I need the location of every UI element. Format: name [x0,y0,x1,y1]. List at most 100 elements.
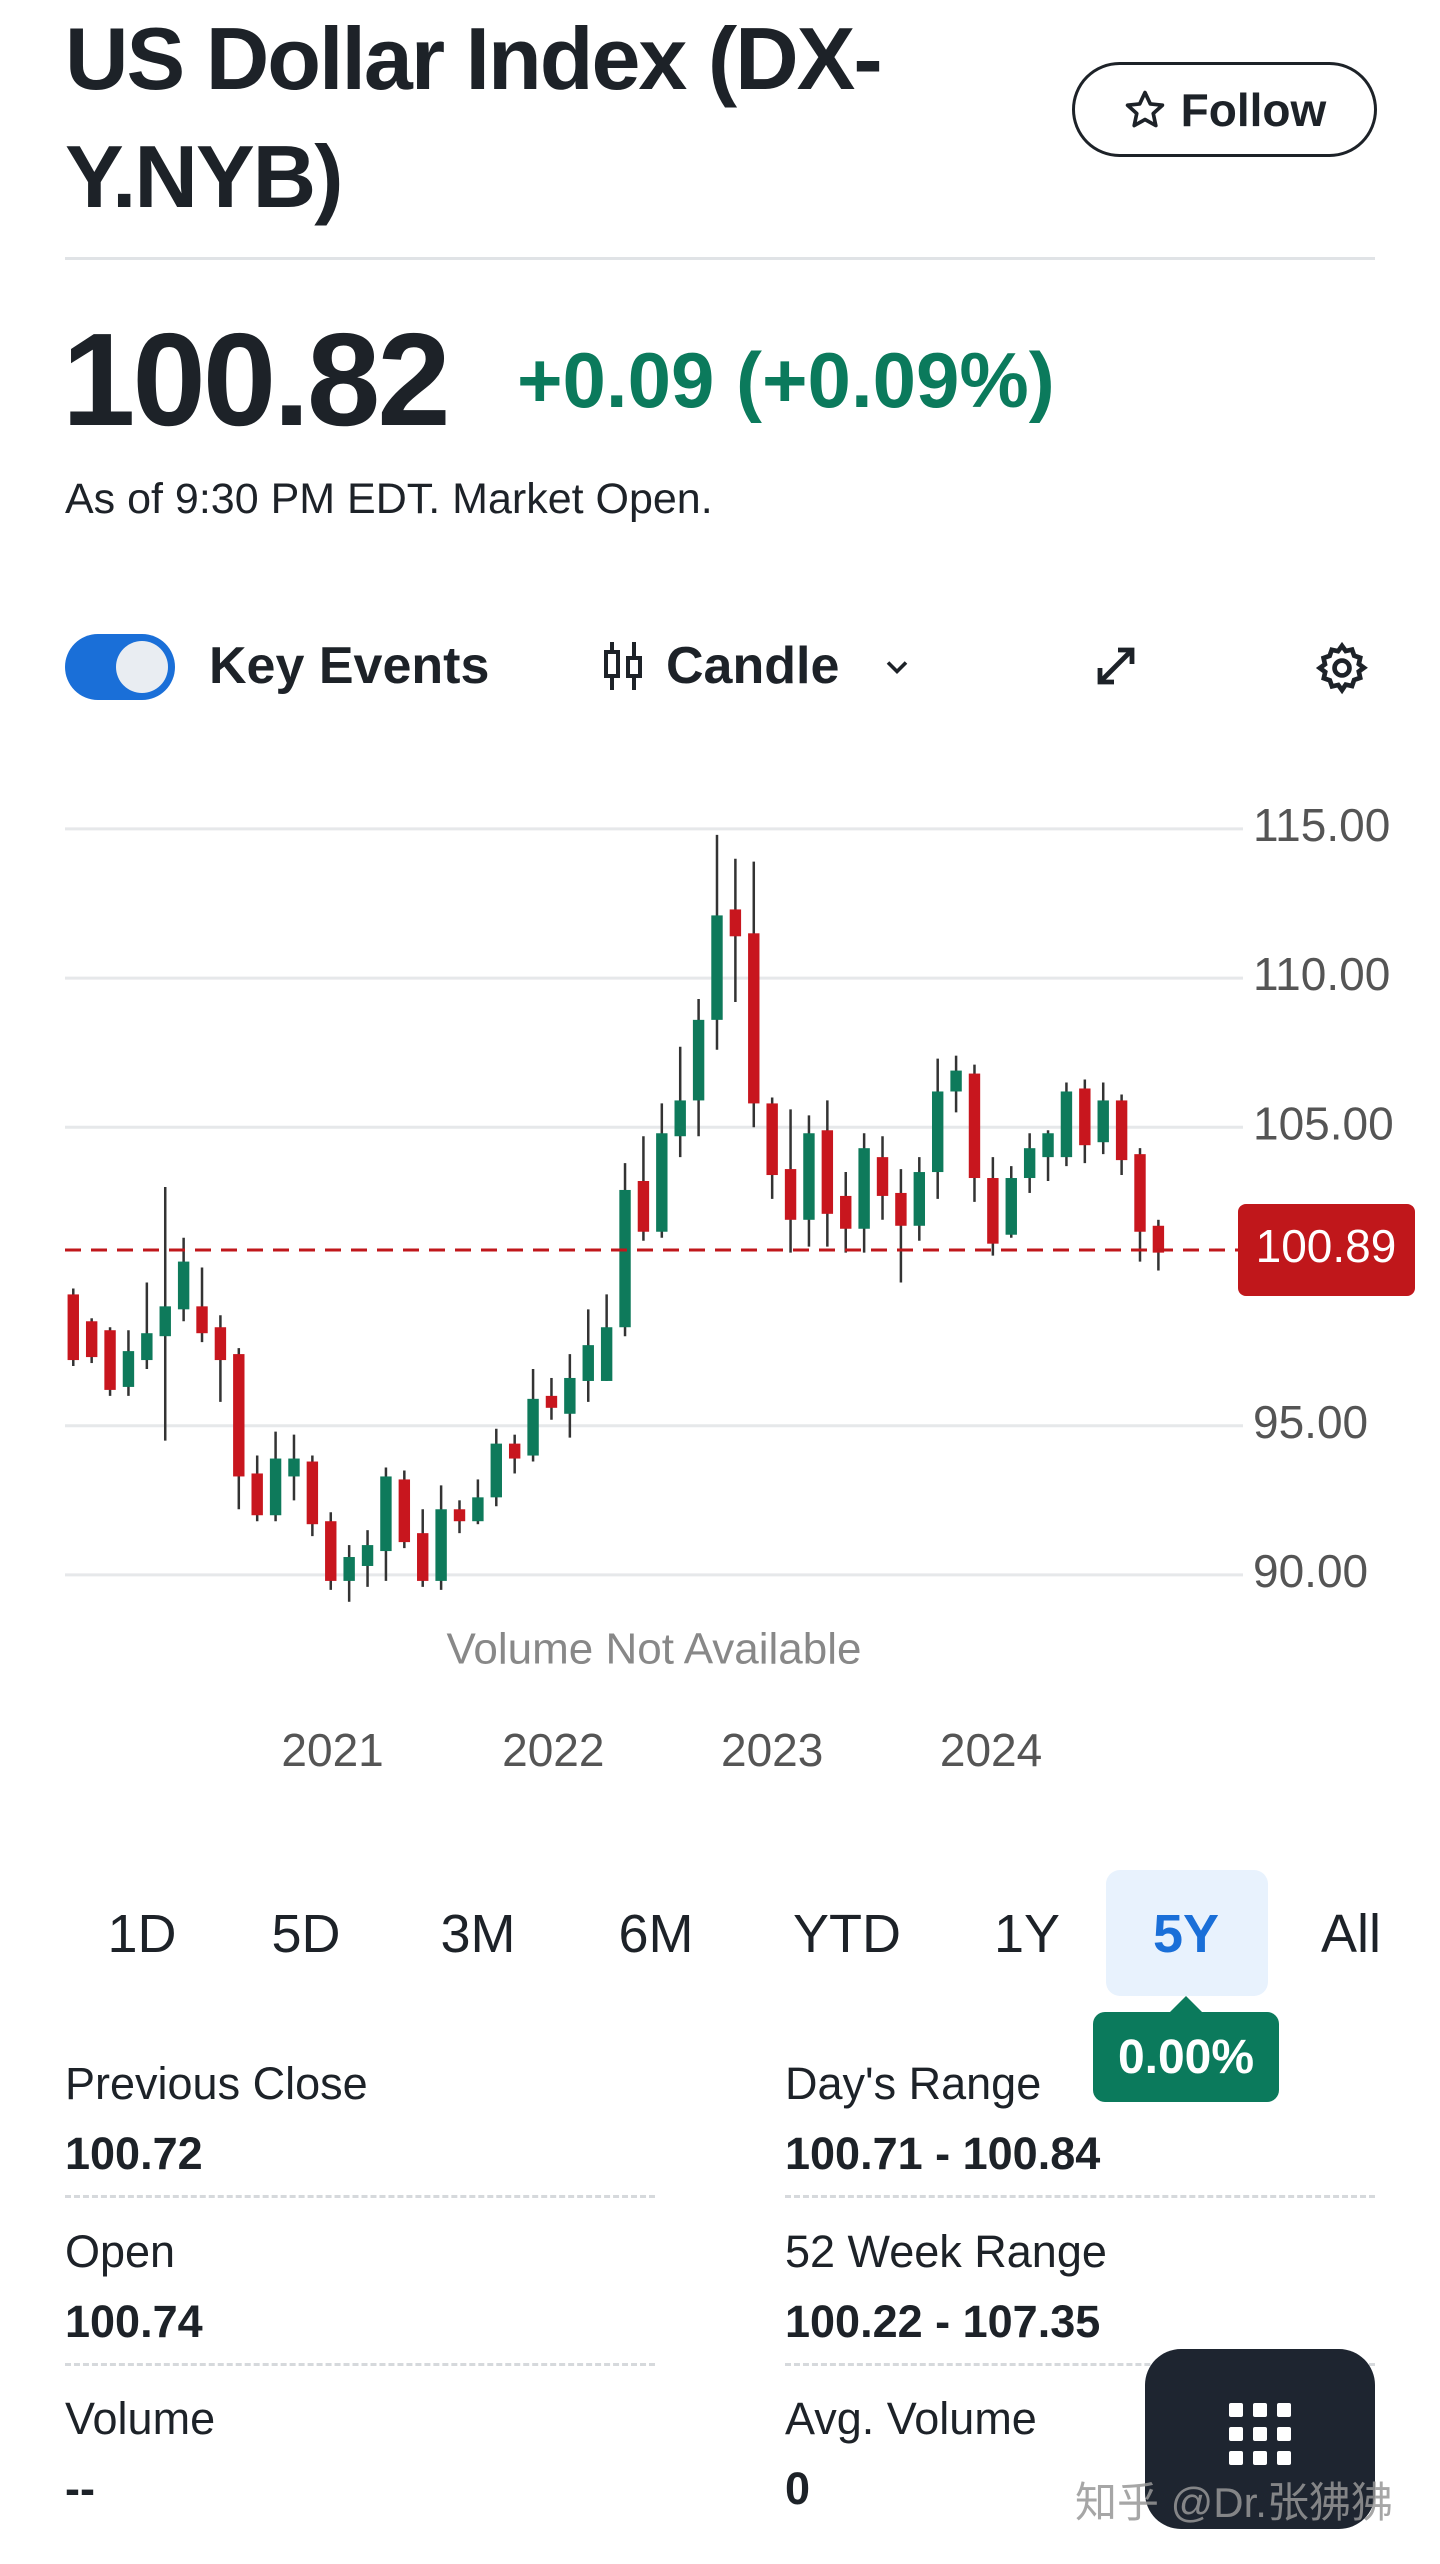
price: 100.82 [62,306,451,453]
candle-body [269,1458,282,1516]
menu-button[interactable] [1145,2349,1375,2529]
candle-body [1097,1100,1109,1143]
stat-value: -- [65,2463,95,2514]
candle-body [637,1181,650,1232]
range-button[interactable]: 3M [440,1904,516,1964]
stat-label: 52 Week Range [785,2226,1107,2277]
candle-body [545,1395,558,1408]
y-tick-label: 95.00 [1253,1396,1368,1448]
candle-body [766,1103,778,1176]
candle-body [104,1330,116,1390]
candle-body [1023,1148,1036,1179]
candle-body [85,1321,98,1358]
candle-body [803,1133,815,1220]
grid-icon [1229,2403,1291,2465]
follow-label: Follow [1180,83,1327,136]
candle-body [784,1169,797,1220]
candle-body [748,933,760,1104]
y-tick-label: 115.00 [1253,799,1390,851]
range-button[interactable]: All [1320,1904,1382,1964]
candle-body [233,1354,245,1477]
stat-label: Open [65,2226,176,2277]
range-button[interactable]: 5Y [1152,1904,1220,1964]
candle-body [1152,1225,1165,1253]
candle-body [508,1443,521,1459]
stat-value: 0 [785,2463,811,2514]
candle-body [674,1100,686,1137]
stat-value: 100.22 - 107.35 [785,2296,1101,2347]
candle-body [692,1019,705,1101]
candle-body [987,1178,999,1244]
candle-body [380,1476,392,1552]
candle-body [490,1443,502,1498]
range-button[interactable]: YTD [793,1904,901,1964]
range-button[interactable]: 6M [618,1904,694,1964]
chart-note: Volume Not Available [446,1625,861,1674]
candle-body [435,1509,447,1581]
y-tick-label: 90.00 [1253,1545,1368,1597]
y-tick-label: 110.00 [1253,948,1390,1000]
candle-body [214,1327,227,1361]
star-icon [1125,90,1164,127]
range-button[interactable]: 5D [271,1904,341,1964]
last-price-label: 100.89 [1256,1220,1397,1272]
candle-body [343,1557,355,1581]
x-tick-label: 2021 [281,1724,383,1776]
candle-body [711,915,723,1020]
title: US Dollar Index (DX-Y.NYB) [65,9,883,226]
candle-body [582,1345,594,1381]
candle-body [950,1070,962,1092]
range-selected-bg [1106,1870,1268,1996]
stat-divider [65,2363,655,2366]
candle-body [141,1333,153,1361]
watermark: 知乎 @Dr.张狒狒 [1075,2479,1393,2526]
stat-label: Previous Close [65,2058,368,2109]
chart: Volume Not Available 90.00 95.00 105.00 110… [65,799,1415,1776]
x-tick-label: 2022 [502,1724,604,1776]
candle-body [122,1351,135,1387]
candle-icon[interactable] [602,640,646,692]
candle-body [159,1306,171,1337]
candle-body [325,1521,337,1581]
chevron-icon[interactable] [882,652,912,682]
candle-body [288,1458,300,1477]
settings-icon[interactable] [1314,640,1370,696]
candle-body [177,1261,190,1310]
candle-body [1042,1133,1054,1158]
range-button[interactable]: 1D [107,1904,177,1964]
candle-body [600,1327,613,1381]
stat-label: Volume [65,2393,216,2444]
candle-body [895,1192,907,1226]
candle-body [968,1073,981,1179]
candle-body [453,1509,466,1522]
candle-body [527,1398,539,1456]
candle-body [361,1545,374,1566]
candle-body [398,1479,411,1543]
candle-body [417,1533,429,1581]
candle-body [472,1497,484,1522]
candle-body [858,1148,870,1229]
candle-body [840,1195,852,1229]
stat-label: Avg. Volume [785,2393,1037,2444]
candle-body [196,1306,208,1334]
candle-body [67,1294,79,1361]
candle-body [729,909,742,937]
key-events-toggle[interactable] [65,634,175,700]
divider [65,257,1375,260]
follow-button[interactable]: Follow [1072,62,1377,157]
expand-icon[interactable] [1092,642,1140,690]
y-tick-label: 105.00 [1253,1097,1394,1149]
chart-style-label[interactable]: Candle [666,637,840,695]
range-change-badge: 0.00% [1093,1996,1279,2102]
candle-body [876,1157,889,1196]
key-events-label: Key Events [209,637,490,695]
range-button[interactable]: 1Y [993,1904,1061,1964]
stat-value: 100.74 [65,2296,203,2347]
x-tick-label: 2023 [721,1724,823,1776]
stat-value: 100.72 [65,2128,203,2179]
candle-body [656,1133,668,1232]
candle-body [1060,1091,1073,1158]
candle-body [821,1130,834,1214]
